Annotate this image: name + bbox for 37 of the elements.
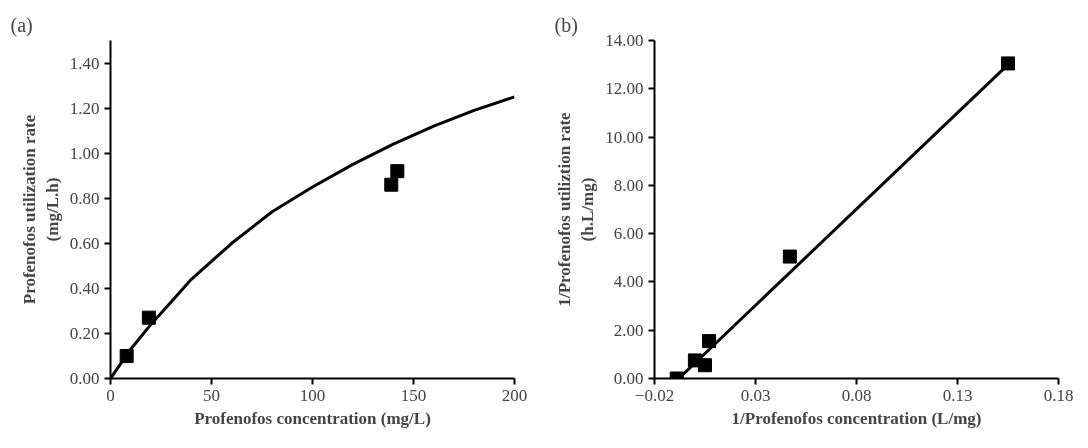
- y-tick-label: 0.80: [69, 188, 100, 208]
- point: [1001, 56, 1015, 71]
- y-tick-label: 4.00: [613, 272, 644, 292]
- y-tick-label: 1.20: [69, 98, 100, 118]
- x-tick-label: −0.02: [634, 385, 675, 405]
- chart-title: (b): [554, 13, 578, 37]
- x-axis-title: Profenofos concentration (mg/L): [194, 408, 431, 428]
- y-axis-title: Profenofos utilization rate (mg/L.h): [19, 114, 62, 305]
- point: [384, 177, 399, 192]
- x-tick-label: 100: [299, 385, 326, 405]
- y-tick-label: 10.00: [605, 127, 644, 147]
- x-tick-label: 200: [501, 385, 528, 405]
- x-tick-label: 0.03: [740, 385, 771, 405]
- y-tick-label: 0.40: [69, 278, 100, 298]
- x-axis-title: 1/Profenofos concentration (L/mg): [731, 408, 982, 428]
- y-tick-label: 0.00: [69, 369, 100, 388]
- x-tick-label: 0: [106, 385, 115, 405]
- y-tick-label: 0.60: [69, 233, 100, 253]
- y-tick-label: 0.00: [613, 369, 644, 388]
- point: [390, 164, 405, 179]
- point: [782, 249, 797, 264]
- x-tick-label: 50: [203, 385, 220, 405]
- y-tick-label: 6.00: [613, 224, 644, 244]
- chart-title: (a): [10, 13, 33, 37]
- y-tick-label: 1.00: [69, 143, 100, 163]
- y-tick-label: 1.40: [69, 53, 100, 73]
- y-tick-label: 12.00: [605, 79, 644, 99]
- y-tick-label: 14.00: [605, 31, 644, 50]
- y-tick-label: 8.00: [613, 175, 644, 195]
- x-tick-label: 0.13: [942, 385, 973, 405]
- y-axis-title: 1/Profenofos utiliztion rate (h.L/mg): [555, 111, 598, 307]
- y-tick-label: 2.00: [613, 320, 644, 340]
- x-tick-label: 150: [400, 385, 427, 405]
- x-tick-label: 0.08: [841, 385, 872, 405]
- point: [698, 358, 712, 373]
- x-tick-label: 0.18: [1043, 385, 1074, 405]
- y-tick-label: 0.20: [69, 323, 100, 343]
